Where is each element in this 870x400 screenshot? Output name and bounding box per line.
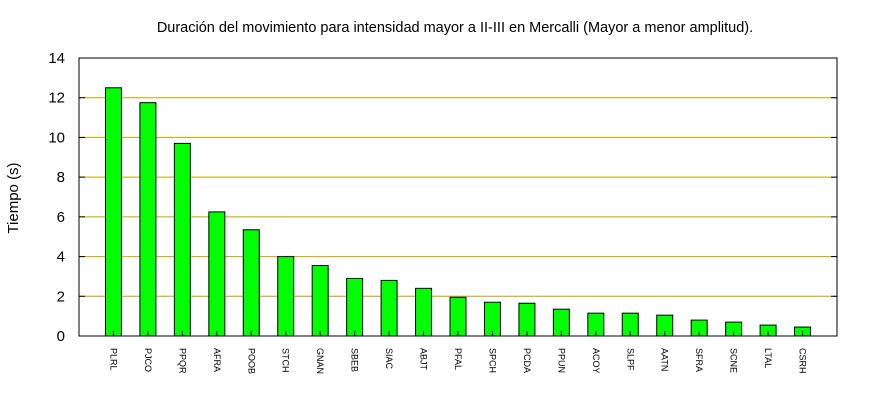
bar-pjco (139, 102, 157, 337)
y-tick-label: 10 (48, 129, 65, 146)
y-tick-label: 12 (48, 90, 65, 107)
x-tick-label: PPUN (556, 348, 566, 373)
x-tick-label: SIAC (384, 348, 394, 370)
y-tick-label: 8 (57, 169, 65, 186)
bar-siac (380, 279, 398, 337)
x-tick-label: PPQR (177, 348, 187, 374)
y-tick-label: 4 (57, 249, 65, 266)
y-axis-label: Tiempo (s) (5, 162, 22, 233)
bar-abjt (415, 287, 433, 337)
x-tick-label: SBEB (350, 348, 360, 372)
bar-gnan (311, 265, 329, 337)
x-tick-label: PJCO (143, 348, 153, 372)
bars (104, 87, 812, 337)
x-tick-label: ACOY (591, 348, 601, 374)
bar-sbeb (346, 277, 364, 337)
bar-spch (483, 301, 501, 337)
x-tick-label: SLPF (625, 348, 635, 371)
y-tick-label: 14 (48, 50, 65, 67)
bar-afra (208, 211, 226, 337)
x-tick-label: CSRH (798, 348, 808, 374)
bar-stch (277, 256, 295, 337)
x-tick-label: PFAL (453, 348, 463, 370)
x-tick-label: GNAN (315, 348, 325, 374)
x-tick-label: ABJT (419, 348, 429, 371)
x-tick-label: AFRA (212, 348, 222, 372)
y-axis-ticks: 0 2 4 6 8 10 12 14 (48, 50, 837, 345)
plot-frame (78, 57, 838, 337)
x-tick-label: SFRA (694, 348, 704, 372)
bar-poob (242, 229, 260, 337)
x-tick-label: PLRL (108, 348, 118, 371)
x-tick-label: LTAL (763, 348, 773, 368)
chart-title: Duración del movimiento para intensidad … (157, 20, 753, 36)
y-tick-label: 6 (57, 209, 65, 226)
x-tick-label: AATN (660, 348, 670, 371)
bar-plrl (104, 87, 122, 337)
x-axis-ticks: PLRL PJCO PPQR AFRA POOB STCH GNAN SBEB SIAC ABJT… (108, 331, 808, 374)
bar-ppqr (173, 142, 191, 337)
x-tick-label: PCDA (522, 348, 532, 373)
x-tick-label: SCNE (729, 348, 739, 373)
y-tick-label: 0 (57, 328, 65, 345)
x-tick-label: STCH (281, 348, 291, 373)
plot-border (78, 57, 838, 337)
bar-pfal (449, 296, 467, 337)
grid-lines (79, 97, 837, 297)
y-tick-label: 2 (57, 288, 65, 305)
x-tick-label: POOB (246, 348, 256, 374)
x-tick-label: SPCH (487, 348, 497, 373)
